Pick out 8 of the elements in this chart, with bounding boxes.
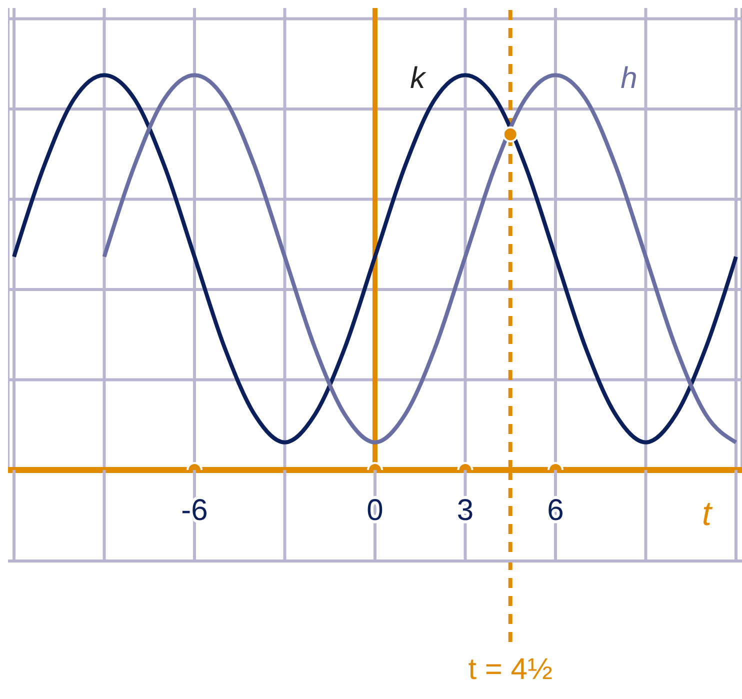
series-label: k — [410, 62, 428, 95]
x-tick-label: 3 — [456, 494, 474, 527]
x-tick-label: 0 — [366, 494, 384, 527]
x-tick-label: -6 — [181, 494, 208, 527]
x-axis-title: t — [702, 495, 713, 533]
ref-line-label: t = 4½ — [468, 653, 552, 686]
x-tick-label: 6 — [547, 494, 564, 527]
series-label: h — [620, 62, 638, 95]
